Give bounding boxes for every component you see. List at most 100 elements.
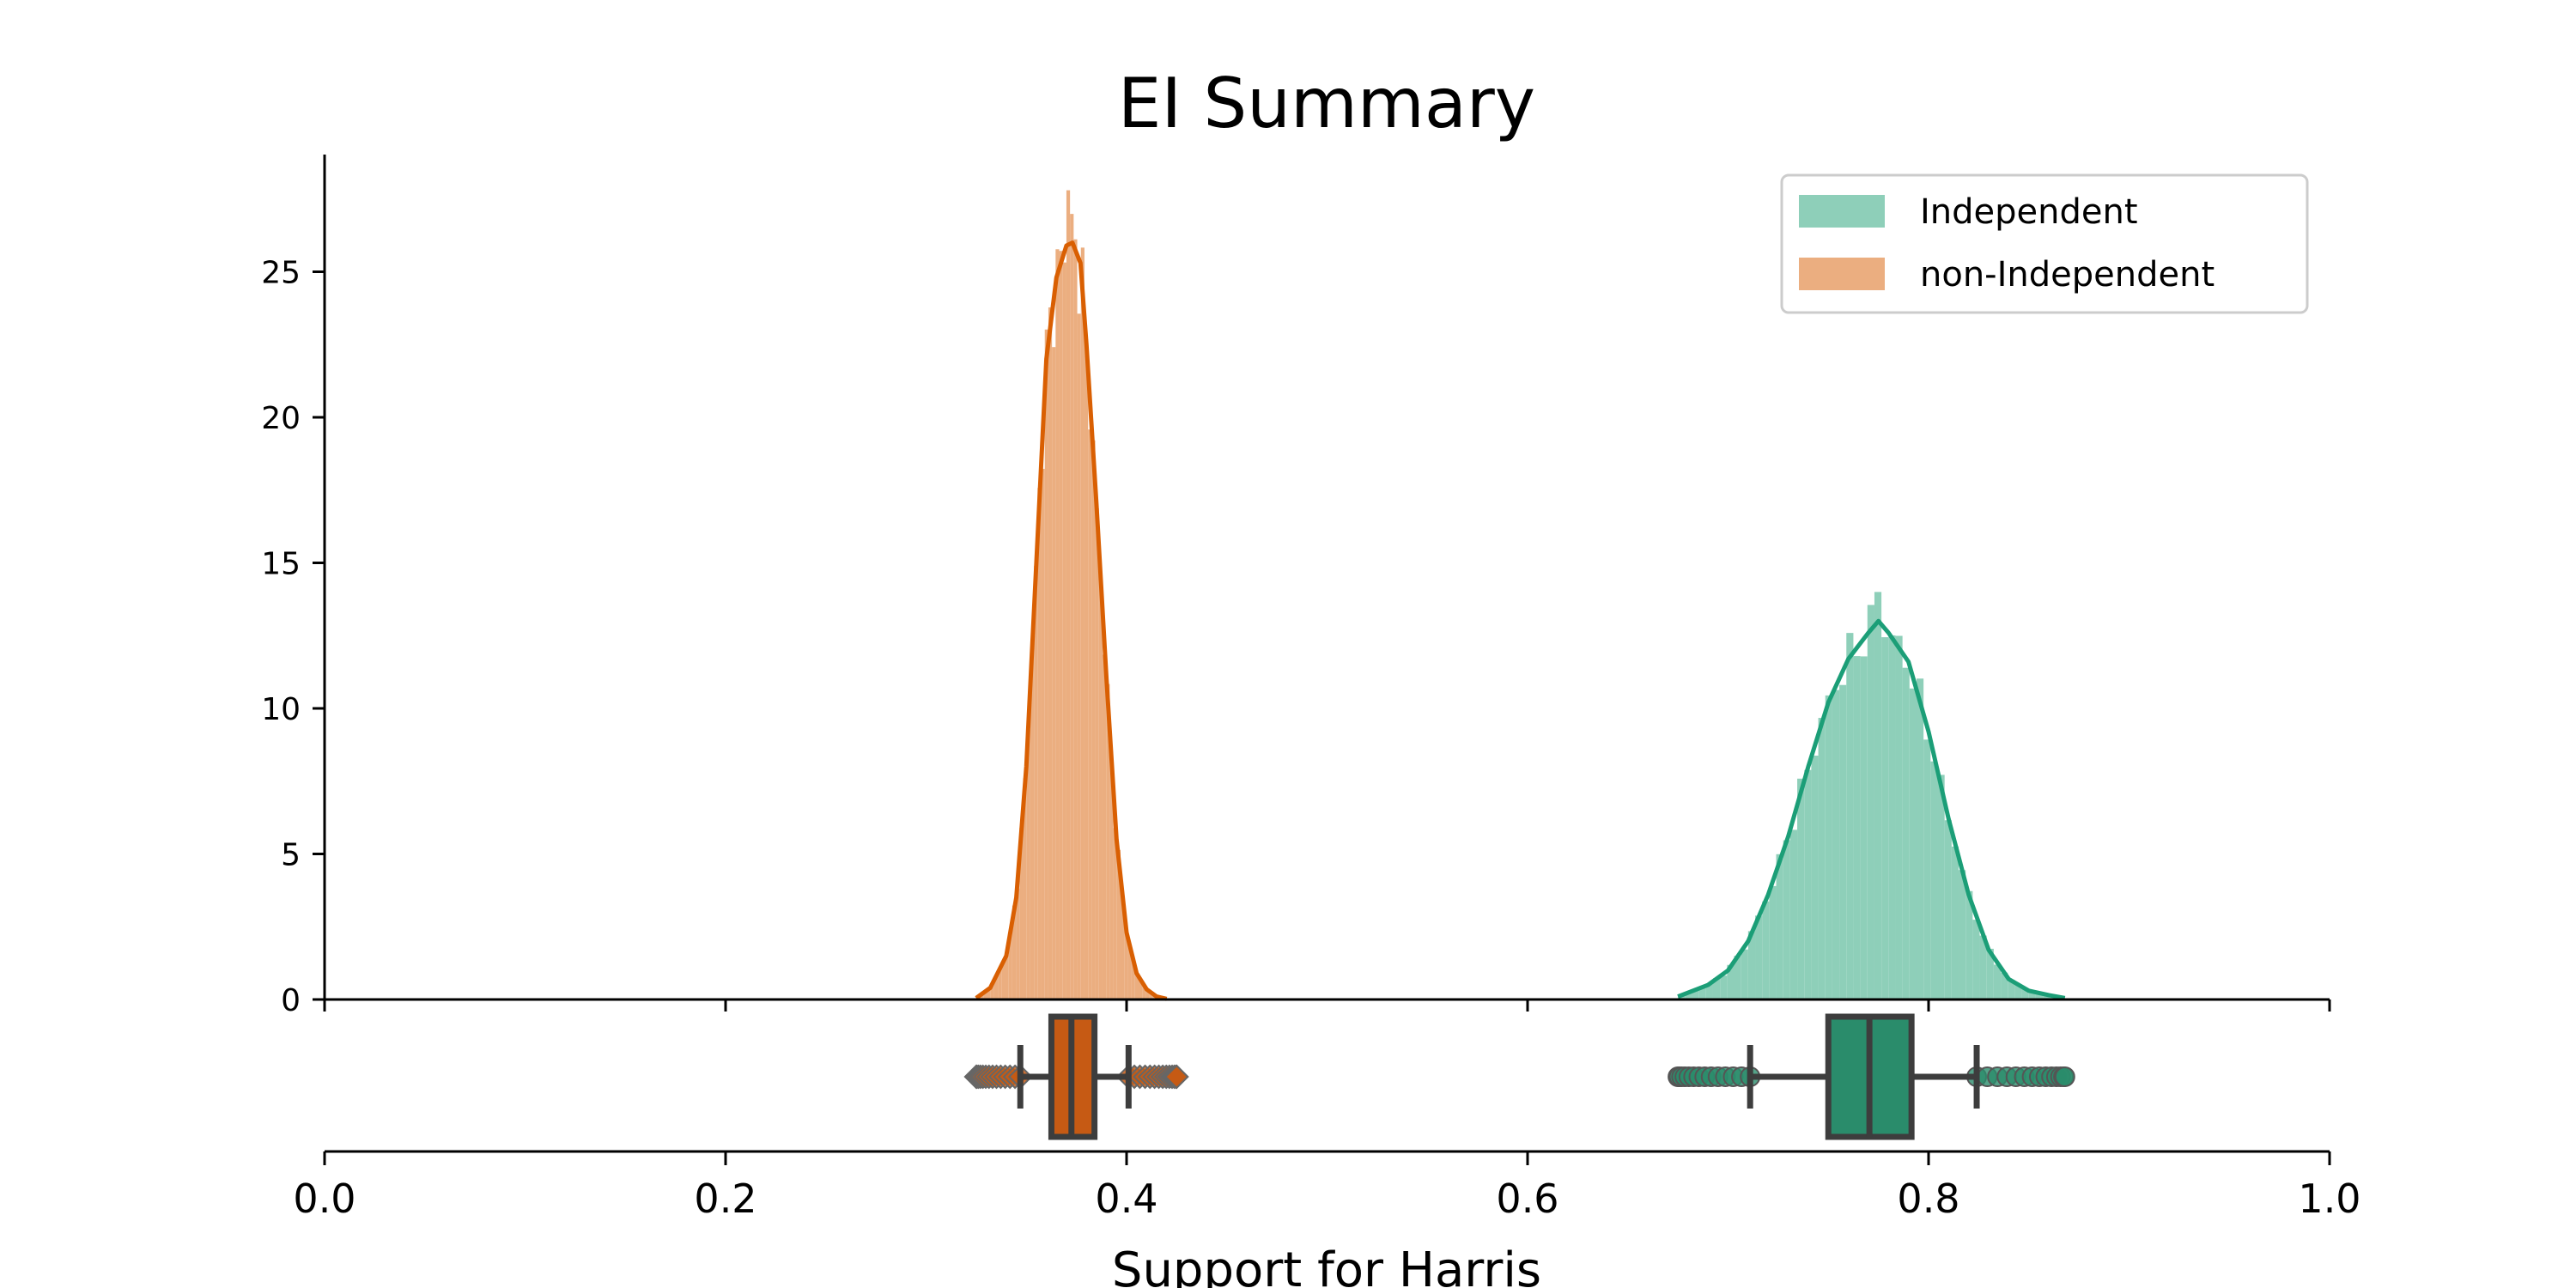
histogram-bar-non-independent: [1030, 653, 1035, 999]
histogram-bar-independent: [1789, 829, 1798, 999]
histogram-bar-independent: [2035, 993, 2044, 999]
histogram-bar-independent: [2028, 991, 2036, 999]
histogram-bar-non-independent: [1016, 888, 1020, 999]
histogram-bar-non-independent: [1127, 944, 1132, 999]
histogram-bar-non-independent: [987, 987, 991, 999]
histogram-bar-independent: [1705, 983, 1713, 999]
histogram-bar-independent: [1881, 637, 1889, 999]
histogram-bar-non-independent: [1102, 654, 1107, 999]
histogram-bar-independent: [1937, 775, 1945, 999]
y-tick-label: 5: [281, 838, 301, 873]
histogram-bar-non-independent: [1139, 980, 1143, 999]
histogram-bar-non-independent: [980, 994, 984, 999]
histogram-bar-independent: [1853, 656, 1861, 999]
histogram-bar-non-independent: [1008, 930, 1012, 999]
histogram-bar-independent: [1888, 635, 1896, 999]
histogram-bar-non-independent: [1088, 429, 1092, 1000]
histogram-bar-independent: [1832, 690, 1840, 999]
chart-title: EI Summary: [1118, 64, 1535, 143]
histogram-bar-independent: [1902, 667, 1910, 999]
histogram-bar-independent: [1818, 718, 1826, 999]
histogram-layer: [975, 190, 2064, 1000]
histogram-bar-non-independent: [1055, 249, 1060, 999]
histogram-bar-non-independent: [1059, 251, 1063, 999]
y-tick-label: 25: [261, 256, 301, 291]
histogram-bar-non-independent: [1023, 778, 1027, 999]
histogram-bar-non-independent: [998, 968, 1002, 999]
x-tick-label: 0.4: [1095, 1176, 1157, 1222]
histogram-bar-non-independent: [1080, 247, 1084, 999]
histogram-bar-independent: [1979, 935, 1987, 999]
histogram-bar-independent: [1692, 989, 1699, 999]
histogram-bar-non-independent: [1142, 984, 1146, 999]
histogram-bar-non-independent: [1073, 239, 1078, 1000]
histogram-bar-independent: [1951, 846, 1959, 999]
histogram-bar-independent: [2001, 972, 2008, 999]
histogram-bar-independent: [1811, 755, 1819, 999]
x-tick-label: 0.2: [694, 1176, 756, 1222]
histogram-bar-non-independent: [1066, 190, 1071, 999]
y-tick-label: 0: [281, 983, 301, 1018]
histogram-bar-independent: [1909, 688, 1917, 999]
histogram-bar-independent: [1825, 695, 1832, 999]
histogram-bar-non-independent: [1026, 729, 1030, 999]
histogram-bar-non-independent: [1095, 508, 1099, 999]
outlier-point-non-independent: [1163, 1064, 1189, 1090]
histogram-bar-independent: [1685, 992, 1692, 999]
histogram-bar-independent: [2008, 980, 2015, 999]
histogram-bar-independent: [1839, 684, 1847, 999]
kde-line-non-independent: [975, 240, 1168, 1001]
histogram-bar-non-independent: [1077, 313, 1081, 999]
histogram-bar-non-independent: [1124, 929, 1128, 999]
histogram-bar-non-independent: [1116, 849, 1121, 999]
histogram-bar-non-independent: [1113, 828, 1117, 999]
histogram-bar-non-independent: [1019, 828, 1024, 999]
histogram-bar-non-independent: [1034, 566, 1038, 999]
histogram-bar-independent: [1734, 956, 1741, 999]
x-tick-label: 1.0: [2298, 1176, 2360, 1222]
histogram-bar-non-independent: [1070, 214, 1074, 999]
histogram-bar-independent: [2043, 994, 2050, 999]
histogram-bar-non-independent: [993, 976, 999, 999]
histogram-bar-non-independent: [1001, 960, 1005, 999]
histogram-bar-non-independent: [1131, 958, 1135, 999]
histogram-bar-independent: [1965, 890, 1973, 999]
histogram-bar-non-independent: [1145, 990, 1150, 999]
histogram-bar-non-independent: [983, 991, 987, 999]
y-tick-label: 20: [261, 401, 301, 436]
histogram-bar-independent: [1720, 975, 1728, 999]
boxplot-independent: [1668, 1013, 2075, 1140]
histogram-bar-independent: [1867, 605, 1874, 999]
histogram-bar-independent: [1698, 987, 1706, 999]
histogram-bar-independent: [1916, 678, 1924, 999]
histogram-bar-non-independent: [1121, 895, 1125, 999]
boxplot-non-independent: [963, 1013, 1189, 1140]
histogram-bar-independent: [1860, 656, 1868, 999]
histogram-bar-non-independent: [1037, 488, 1042, 999]
y-tick-label: 15: [261, 547, 301, 582]
histogram-bar-non-independent: [1149, 993, 1153, 999]
kde-layer: [975, 240, 2066, 1001]
legend-frame: [1780, 173, 2309, 314]
legend-swatch-non-independent: [1799, 258, 1885, 290]
x-axis: 0.0 0.2 0.4 0.6 0.8 1.0: [293, 1150, 2361, 1222]
y-tick-label: 10: [261, 692, 301, 727]
kde-line-independent: [1677, 618, 2066, 1000]
histogram-bar-independent: [1959, 870, 1966, 999]
histogram-bar-independent: [1712, 978, 1721, 999]
histogram-bar-independent: [1797, 778, 1805, 999]
histogram-bar-independent: [1727, 964, 1735, 999]
histogram-bar-independent: [1769, 885, 1777, 999]
y-ticks: 0 5 10 15 20 25: [261, 256, 325, 1018]
histogram-bar-non-independent: [1134, 974, 1139, 999]
histogram-bar-independent: [1944, 820, 1952, 999]
histogram-bar-non-independent: [1044, 329, 1048, 999]
histogram-bar-independent: [1874, 592, 1882, 999]
x-axis-label: Support for Harris: [1112, 1242, 1541, 1288]
histogram-bar-independent: [1762, 901, 1770, 999]
histogram-bar-independent: [1741, 949, 1748, 999]
histogram-bar-independent: [1776, 854, 1783, 999]
density-panel: 0 5 10 15 20 25: [261, 155, 2331, 1018]
histogram-bar-independent: [1993, 964, 2002, 999]
boxplot-panel: [963, 1013, 2075, 1140]
